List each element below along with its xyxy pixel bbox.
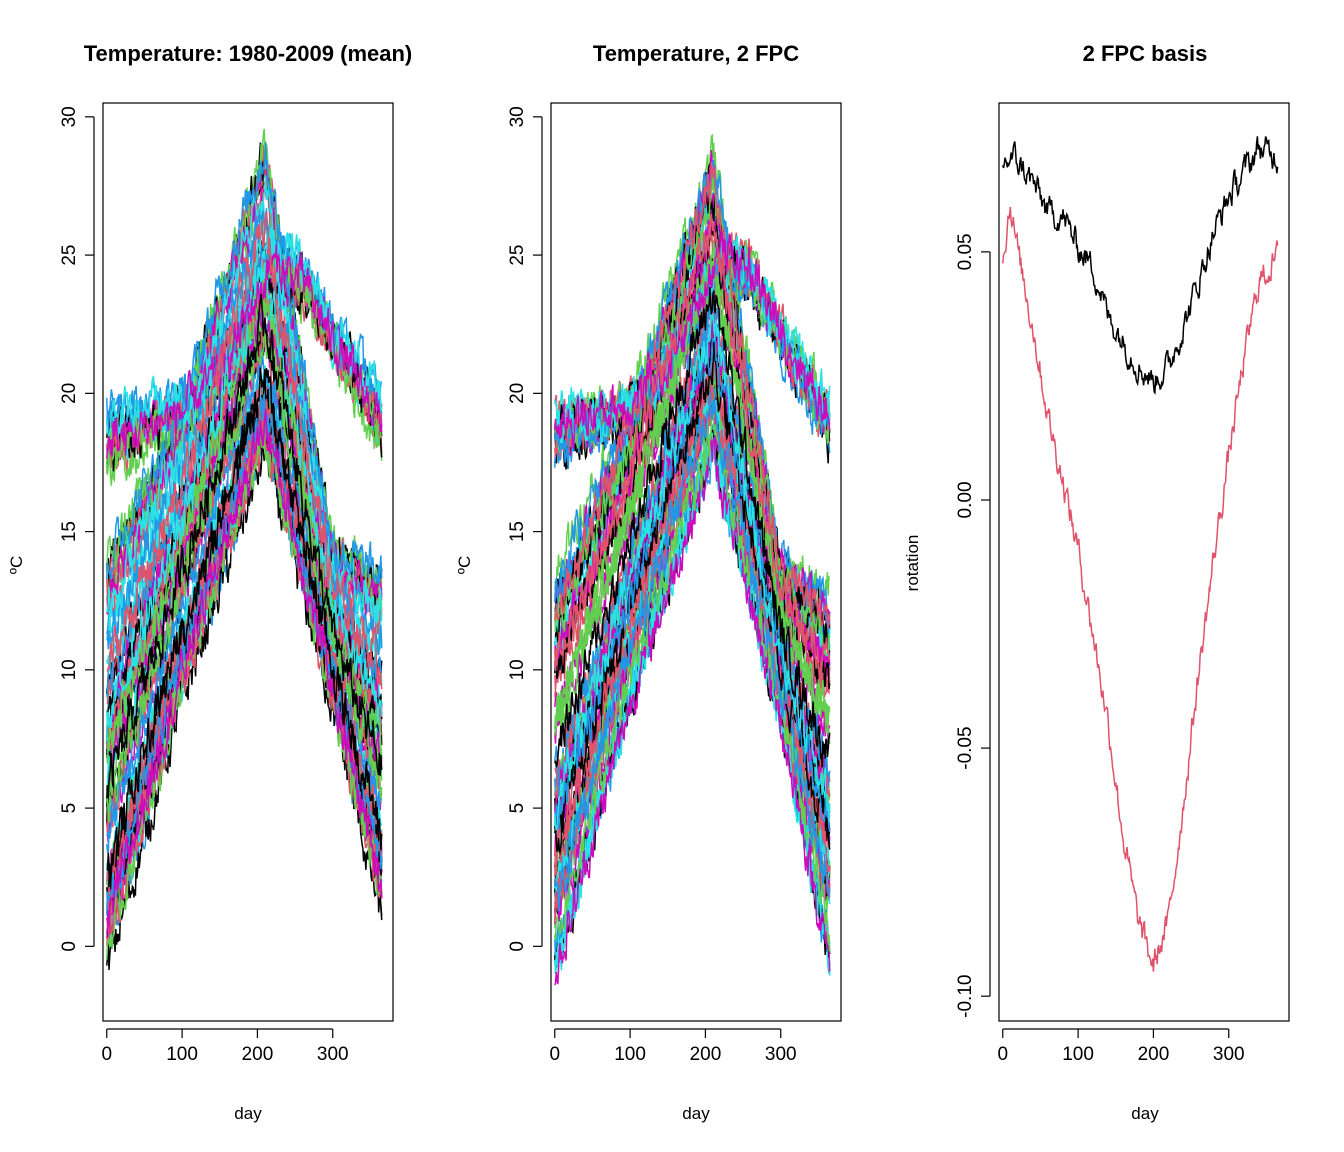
y-axis-label: ºC (455, 556, 474, 575)
temperature-curve-69 (554, 391, 831, 912)
x-tick-label: 300 (765, 1044, 797, 1065)
temperature-curve-77 (106, 244, 383, 459)
plot-frame (102, 102, 394, 1022)
temperature-curve-76 (554, 312, 831, 831)
temperature-curve-75 (106, 141, 383, 585)
y-tick-label: 15 (59, 521, 80, 542)
temperature-mean-panel: Temperature: 1980-2009 (mean) day ºC 0 10… (7, 41, 412, 1123)
y-tick-label: 30 (59, 106, 80, 127)
plot-frame (550, 102, 842, 1022)
y-tick-label: -0.10 (955, 975, 976, 1018)
y-tick-label: 0 (59, 941, 80, 952)
axis-ticks: 0 100 200 300 0 5 10 15 20 25 30 (59, 106, 349, 1065)
x-axis-label: day (234, 1104, 262, 1123)
series-line-1 (1002, 206, 1279, 972)
temperature-2fpc-panel: Temperature, 2 FPC day ºC 0 100 200 300 0 5 10… (455, 41, 842, 1123)
axis-ticks: 0 100 200 300 0 5 10 15 20 25 30 (507, 106, 797, 1065)
temperature-curves (106, 128, 383, 971)
chart-title: 2 FPC basis (1083, 41, 1208, 66)
series-line-0 (1002, 136, 1279, 395)
temperature-curve-79 (554, 213, 831, 683)
temperature-curve-64 (106, 175, 383, 625)
y-tick-label: 20 (59, 383, 80, 404)
y-axis-label: ºC (7, 556, 26, 575)
temperature-curve-78 (554, 287, 831, 769)
x-tick-label: 100 (614, 1044, 646, 1065)
chart-title: Temperature: 1980-2009 (mean) (84, 41, 413, 66)
temperature-curve-78 (106, 293, 383, 799)
temperature-curve-53 (106, 169, 383, 616)
basis-curves (1002, 136, 1279, 972)
y-tick-label: 0.00 (955, 481, 976, 518)
temperature-curve-73 (554, 162, 831, 629)
x-tick-label: 300 (1213, 1044, 1245, 1065)
temperature-curve-71 (106, 408, 383, 926)
y-tick-label: 30 (507, 106, 528, 127)
y-axis-label: rotation (903, 535, 922, 592)
y-tick-label: 10 (507, 659, 528, 680)
fpc-basis-panel: 2 FPC basis day rotation 0 100 200 300 -0.10… (903, 41, 1290, 1123)
x-axis-label: day (682, 1104, 710, 1123)
y-tick-label: 15 (507, 521, 528, 542)
temperature-curve-77 (554, 230, 831, 449)
temperature-curve-68 (554, 407, 831, 952)
x-tick-label: 100 (166, 1044, 198, 1065)
temperature-curve-76 (106, 262, 383, 742)
y-tick-label: 5 (507, 803, 528, 814)
x-tick-label: 0 (997, 1044, 1008, 1065)
temperature-curve-65 (554, 435, 831, 986)
x-tick-label: 200 (690, 1044, 722, 1065)
x-tick-label: 200 (1138, 1044, 1170, 1065)
x-tick-label: 0 (101, 1044, 112, 1065)
y-tick-label: 5 (59, 803, 80, 814)
plot-frame (998, 102, 1290, 1022)
temperature-curve-79 (106, 211, 383, 690)
temperature-curves (554, 133, 831, 986)
chart-title: Temperature, 2 FPC (593, 41, 799, 66)
x-axis-label: day (1131, 1104, 1159, 1123)
y-tick-label: 20 (507, 383, 528, 404)
axis-ticks: 0 100 200 300 -0.10 -0.05 0.00 0.05 (955, 233, 1245, 1065)
temperature-curve-70 (106, 227, 383, 442)
temperature-curve-72 (106, 367, 383, 878)
temperature-curve-41 (554, 150, 831, 628)
y-tick-label: 0.05 (955, 233, 976, 270)
x-tick-label: 200 (242, 1044, 274, 1065)
y-tick-label: -0.05 (955, 726, 976, 769)
y-tick-label: 10 (59, 659, 80, 680)
y-tick-label: 25 (507, 245, 528, 266)
y-tick-label: 0 (507, 941, 528, 952)
x-tick-label: 0 (549, 1044, 560, 1065)
y-tick-label: 25 (59, 245, 80, 266)
x-tick-label: 300 (317, 1044, 349, 1065)
x-tick-label: 100 (1062, 1044, 1094, 1065)
